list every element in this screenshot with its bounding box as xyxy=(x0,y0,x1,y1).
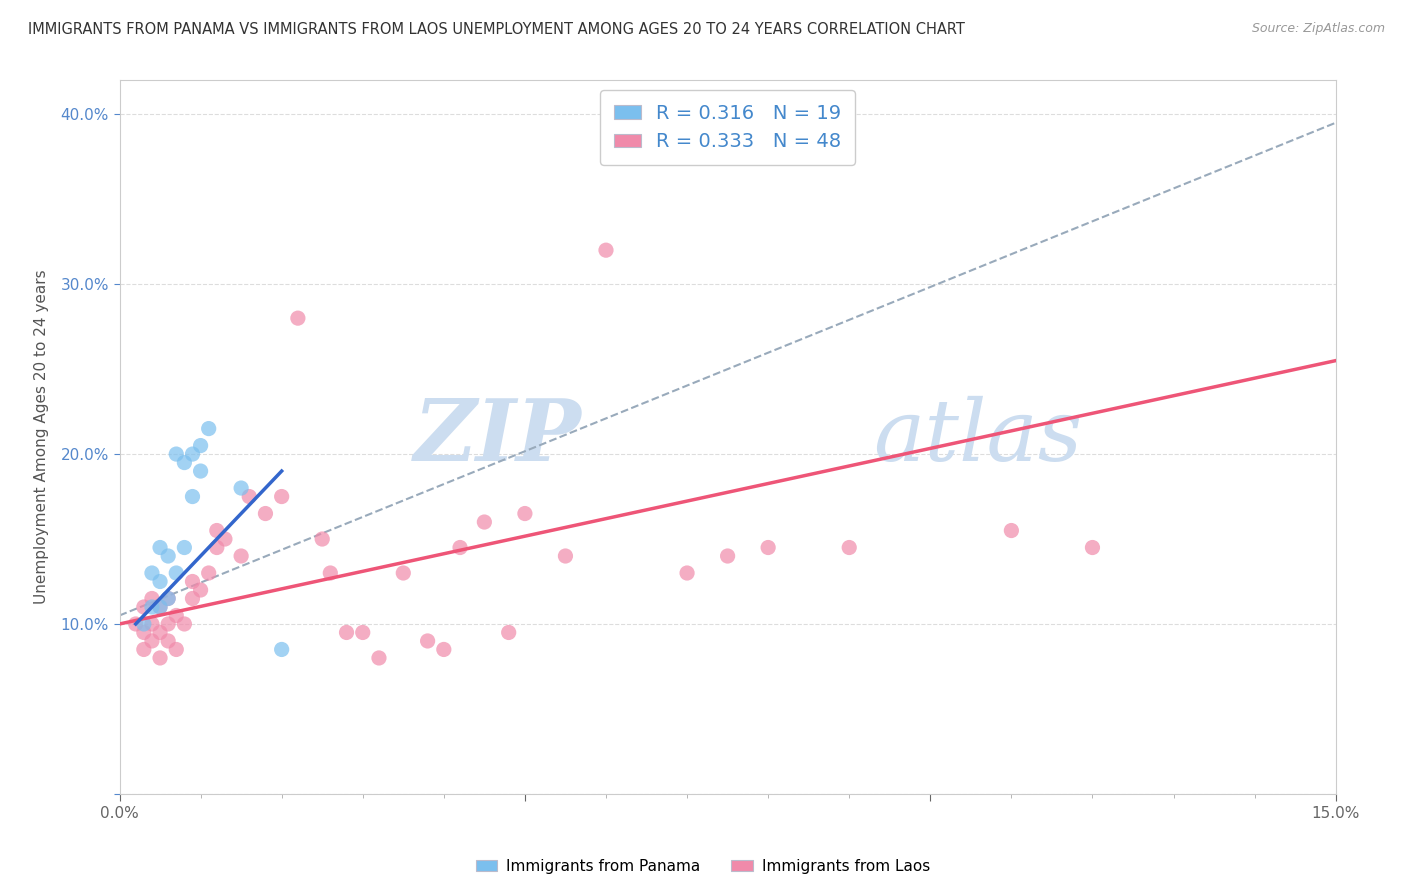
Point xyxy=(214,532,236,546)
Point xyxy=(181,574,204,589)
Text: atlas: atlas xyxy=(873,396,1083,478)
Point xyxy=(1000,524,1022,538)
Text: IMMIGRANTS FROM PANAMA VS IMMIGRANTS FROM LAOS UNEMPLOYMENT AMONG AGES 20 TO 24 : IMMIGRANTS FROM PANAMA VS IMMIGRANTS FRO… xyxy=(28,22,965,37)
Point xyxy=(173,617,195,632)
Point xyxy=(717,549,740,563)
Point xyxy=(287,311,309,326)
Point xyxy=(149,541,172,555)
Point xyxy=(311,532,333,546)
Point xyxy=(141,566,163,580)
Point xyxy=(498,625,520,640)
Point xyxy=(165,608,187,623)
Point xyxy=(132,642,155,657)
Point xyxy=(254,507,277,521)
Point xyxy=(132,625,155,640)
Point xyxy=(149,574,172,589)
Point xyxy=(416,634,439,648)
Point xyxy=(165,642,187,657)
Point xyxy=(368,651,391,665)
Point xyxy=(149,625,172,640)
Point xyxy=(173,541,195,555)
Point xyxy=(190,582,212,597)
Point xyxy=(141,599,163,614)
Point xyxy=(197,566,219,580)
Point xyxy=(149,599,172,614)
Text: ZIP: ZIP xyxy=(413,395,582,479)
Point xyxy=(1081,541,1104,555)
Y-axis label: Unemployment Among Ages 20 to 24 years: Unemployment Among Ages 20 to 24 years xyxy=(35,269,49,605)
Point xyxy=(231,549,253,563)
Point xyxy=(190,464,212,478)
Point xyxy=(149,651,172,665)
Point xyxy=(756,541,779,555)
Point xyxy=(157,591,180,606)
Point xyxy=(676,566,699,580)
Point xyxy=(157,591,180,606)
Point xyxy=(165,566,187,580)
Point xyxy=(472,515,496,529)
Point xyxy=(449,541,471,555)
Point xyxy=(157,549,180,563)
Point xyxy=(141,591,163,606)
Point xyxy=(165,447,187,461)
Point xyxy=(554,549,576,563)
Point xyxy=(513,507,536,521)
Point xyxy=(838,541,860,555)
Point xyxy=(335,625,357,640)
Point xyxy=(238,490,260,504)
Point xyxy=(205,524,228,538)
Legend: Immigrants from Panama, Immigrants from Laos: Immigrants from Panama, Immigrants from … xyxy=(470,853,936,880)
Point xyxy=(270,642,292,657)
Point xyxy=(231,481,253,495)
Point xyxy=(197,421,219,435)
Text: Source: ZipAtlas.com: Source: ZipAtlas.com xyxy=(1251,22,1385,36)
Point xyxy=(132,617,155,632)
Point xyxy=(149,599,172,614)
Point xyxy=(595,243,617,257)
Point xyxy=(190,439,212,453)
Point xyxy=(392,566,415,580)
Point xyxy=(181,591,204,606)
Point xyxy=(205,541,228,555)
Point xyxy=(319,566,342,580)
Point xyxy=(433,642,456,657)
Point xyxy=(352,625,374,640)
Point xyxy=(141,617,163,632)
Point xyxy=(270,490,292,504)
Point xyxy=(141,634,163,648)
Legend: R = 0.316   N = 19, R = 0.333   N = 48: R = 0.316 N = 19, R = 0.333 N = 48 xyxy=(600,90,855,165)
Point xyxy=(132,599,155,614)
Point xyxy=(173,456,195,470)
Point xyxy=(125,617,148,632)
Point xyxy=(157,634,180,648)
Point xyxy=(157,617,180,632)
Point xyxy=(181,490,204,504)
Point xyxy=(181,447,204,461)
